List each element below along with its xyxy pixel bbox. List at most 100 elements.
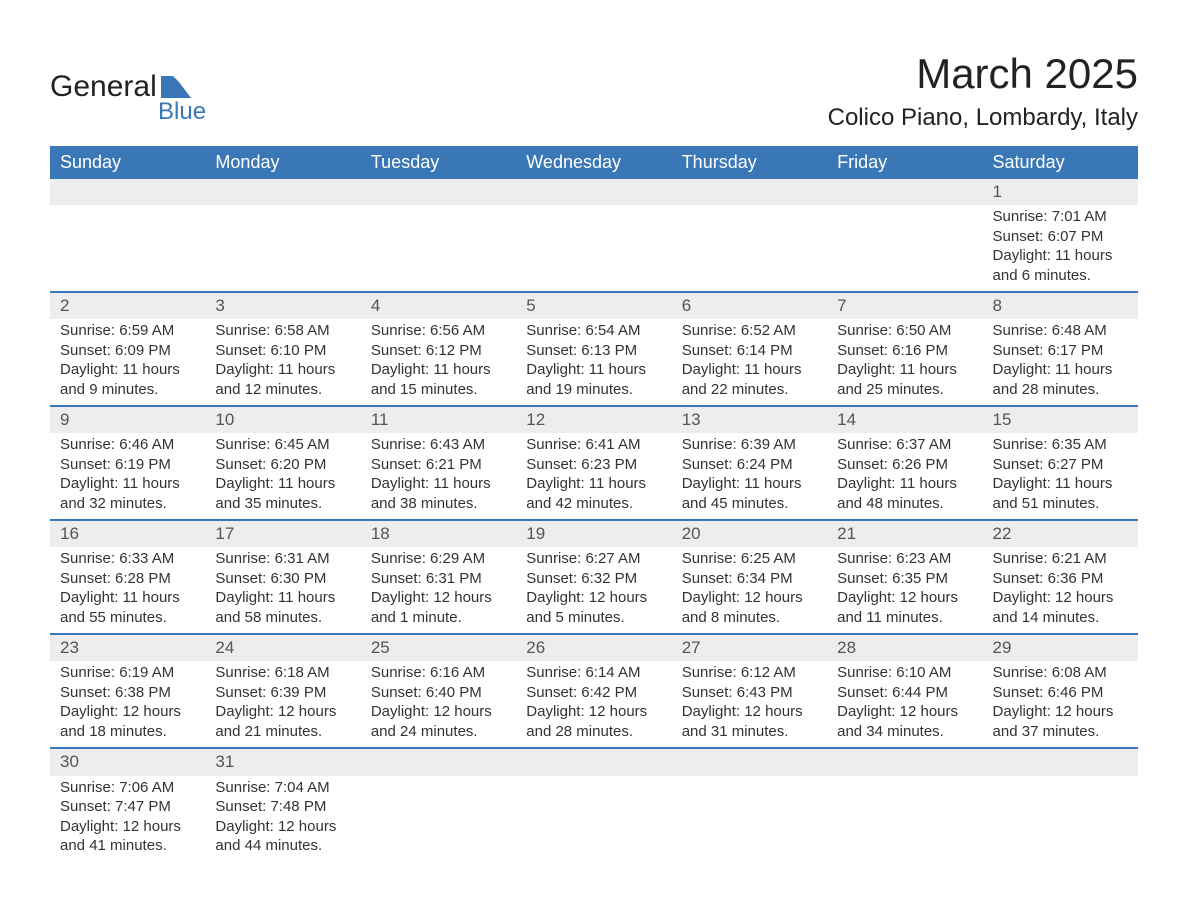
day-number-cell: 11 — [361, 406, 516, 433]
dl2-text: and 31 minutes. — [682, 722, 817, 742]
sunrise-text: Sunrise: 6:39 AM — [682, 435, 817, 455]
day-number-cell: 9 — [50, 406, 205, 433]
day-number-cell: 13 — [672, 406, 827, 433]
day-body-cell: Sunrise: 6:41 AMSunset: 6:23 PMDaylight:… — [516, 433, 671, 520]
day-number-cell: 20 — [672, 520, 827, 547]
page-header: General Blue March 2025 Colico Piano, Lo… — [50, 50, 1138, 132]
dl2-text: and 37 minutes. — [993, 722, 1128, 742]
day-body-cell: Sunrise: 6:46 AMSunset: 6:19 PMDaylight:… — [50, 433, 205, 520]
day-body-cell — [50, 205, 205, 292]
day-body-cell: Sunrise: 6:59 AMSunset: 6:09 PMDaylight:… — [50, 319, 205, 406]
weekday-header: Sunday — [50, 146, 205, 179]
dl2-text: and 45 minutes. — [682, 494, 817, 514]
dl2-text: and 25 minutes. — [837, 380, 972, 400]
dl2-text: and 48 minutes. — [837, 494, 972, 514]
day-body-cell: Sunrise: 7:04 AMSunset: 7:48 PMDaylight:… — [205, 776, 360, 862]
sunset-text: Sunset: 6:46 PM — [993, 683, 1128, 703]
day-body-row: Sunrise: 6:19 AMSunset: 6:38 PMDaylight:… — [50, 661, 1138, 748]
dl1-text: Daylight: 11 hours — [993, 246, 1128, 266]
day-number-cell: 25 — [361, 634, 516, 661]
dl1-text: Daylight: 12 hours — [60, 817, 195, 837]
page-title: March 2025 — [828, 50, 1138, 98]
calendar-page: General Blue March 2025 Colico Piano, Lo… — [0, 0, 1188, 892]
day-number-cell — [50, 179, 205, 205]
dl1-text: Daylight: 11 hours — [993, 474, 1128, 494]
sunrise-text: Sunrise: 6:54 AM — [526, 321, 661, 341]
sunset-text: Sunset: 6:10 PM — [215, 341, 350, 361]
dl1-text: Daylight: 11 hours — [837, 360, 972, 380]
day-number-cell — [361, 748, 516, 775]
day-number-cell — [361, 179, 516, 205]
sunrise-text: Sunrise: 6:16 AM — [371, 663, 506, 683]
dl1-text: Daylight: 11 hours — [215, 474, 350, 494]
day-number-row: 9101112131415 — [50, 406, 1138, 433]
sunset-text: Sunset: 6:24 PM — [682, 455, 817, 475]
day-body-cell: Sunrise: 6:39 AMSunset: 6:24 PMDaylight:… — [672, 433, 827, 520]
weekday-header: Tuesday — [361, 146, 516, 179]
day-body-cell: Sunrise: 6:37 AMSunset: 6:26 PMDaylight:… — [827, 433, 982, 520]
sunrise-text: Sunrise: 6:33 AM — [60, 549, 195, 569]
sunrise-text: Sunrise: 6:35 AM — [993, 435, 1128, 455]
dl2-text: and 14 minutes. — [993, 608, 1128, 628]
sunrise-text: Sunrise: 6:18 AM — [215, 663, 350, 683]
weekday-header: Monday — [205, 146, 360, 179]
day-number-cell: 8 — [983, 292, 1138, 319]
day-body-cell: Sunrise: 6:31 AMSunset: 6:30 PMDaylight:… — [205, 547, 360, 634]
dl1-text: Daylight: 11 hours — [526, 474, 661, 494]
dl1-text: Daylight: 11 hours — [837, 474, 972, 494]
day-number-cell: 30 — [50, 748, 205, 775]
sunrise-text: Sunrise: 6:25 AM — [682, 549, 817, 569]
day-body-row: Sunrise: 6:59 AMSunset: 6:09 PMDaylight:… — [50, 319, 1138, 406]
dl2-text: and 12 minutes. — [215, 380, 350, 400]
sunset-text: Sunset: 6:14 PM — [682, 341, 817, 361]
sunrise-text: Sunrise: 7:06 AM — [60, 778, 195, 798]
dl1-text: Daylight: 11 hours — [215, 588, 350, 608]
day-number-cell: 6 — [672, 292, 827, 319]
sunrise-text: Sunrise: 6:10 AM — [837, 663, 972, 683]
day-number-cell: 3 — [205, 292, 360, 319]
day-number-row: 16171819202122 — [50, 520, 1138, 547]
dl2-text: and 28 minutes. — [993, 380, 1128, 400]
weekday-header: Saturday — [983, 146, 1138, 179]
sunrise-text: Sunrise: 6:29 AM — [371, 549, 506, 569]
day-body-cell: Sunrise: 6:35 AMSunset: 6:27 PMDaylight:… — [983, 433, 1138, 520]
day-number-cell — [672, 748, 827, 775]
dl2-text: and 38 minutes. — [371, 494, 506, 514]
day-number-cell: 7 — [827, 292, 982, 319]
dl2-text: and 22 minutes. — [682, 380, 817, 400]
sunrise-text: Sunrise: 6:59 AM — [60, 321, 195, 341]
day-number-cell: 27 — [672, 634, 827, 661]
day-body-cell: Sunrise: 6:19 AMSunset: 6:38 PMDaylight:… — [50, 661, 205, 748]
day-body-row: Sunrise: 7:06 AMSunset: 7:47 PMDaylight:… — [50, 776, 1138, 862]
dl1-text: Daylight: 12 hours — [371, 702, 506, 722]
sunset-text: Sunset: 6:20 PM — [215, 455, 350, 475]
logo-text-sub: Blue — [158, 98, 206, 126]
sunset-text: Sunset: 6:13 PM — [526, 341, 661, 361]
day-body-cell: Sunrise: 6:54 AMSunset: 6:13 PMDaylight:… — [516, 319, 671, 406]
sunset-text: Sunset: 6:17 PM — [993, 341, 1128, 361]
day-body-cell: Sunrise: 7:06 AMSunset: 7:47 PMDaylight:… — [50, 776, 205, 862]
day-body-cell: Sunrise: 6:27 AMSunset: 6:32 PMDaylight:… — [516, 547, 671, 634]
day-number-row: 3031 — [50, 748, 1138, 775]
day-number-cell: 12 — [516, 406, 671, 433]
weekday-header-row: Sunday Monday Tuesday Wednesday Thursday… — [50, 146, 1138, 179]
dl1-text: Daylight: 11 hours — [682, 474, 817, 494]
day-body-row: Sunrise: 6:33 AMSunset: 6:28 PMDaylight:… — [50, 547, 1138, 634]
day-body-cell: Sunrise: 6:18 AMSunset: 6:39 PMDaylight:… — [205, 661, 360, 748]
day-number-cell: 29 — [983, 634, 1138, 661]
sunrise-text: Sunrise: 6:45 AM — [215, 435, 350, 455]
dl1-text: Daylight: 12 hours — [371, 588, 506, 608]
sunset-text: Sunset: 6:38 PM — [60, 683, 195, 703]
day-body-cell — [672, 776, 827, 862]
day-body-cell: Sunrise: 6:50 AMSunset: 6:16 PMDaylight:… — [827, 319, 982, 406]
dl2-text: and 5 minutes. — [526, 608, 661, 628]
dl2-text: and 35 minutes. — [215, 494, 350, 514]
day-body-row: Sunrise: 6:46 AMSunset: 6:19 PMDaylight:… — [50, 433, 1138, 520]
day-body-cell: Sunrise: 6:14 AMSunset: 6:42 PMDaylight:… — [516, 661, 671, 748]
day-number-cell: 18 — [361, 520, 516, 547]
sunrise-text: Sunrise: 6:14 AM — [526, 663, 661, 683]
sunrise-text: Sunrise: 6:46 AM — [60, 435, 195, 455]
day-body-cell: Sunrise: 7:01 AMSunset: 6:07 PMDaylight:… — [983, 205, 1138, 292]
dl1-text: Daylight: 11 hours — [371, 474, 506, 494]
sunset-text: Sunset: 6:27 PM — [993, 455, 1128, 475]
